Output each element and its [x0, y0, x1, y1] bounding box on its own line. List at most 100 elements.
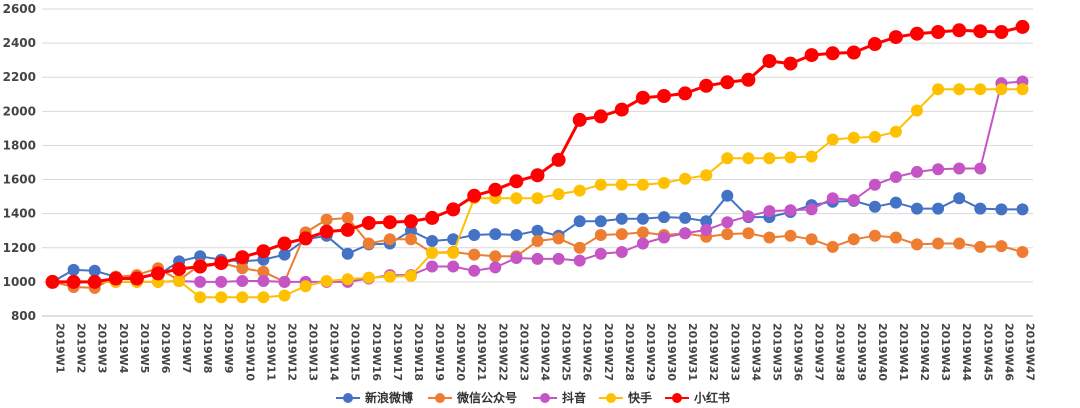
legend-swatch-marker: [343, 393, 353, 403]
data-point: [974, 202, 987, 215]
data-point: [932, 163, 945, 176]
data-point: [868, 130, 881, 143]
data-point: [763, 152, 776, 165]
data-point: [215, 291, 228, 304]
y-tick-label: 2200: [3, 70, 36, 84]
data-point: [741, 72, 756, 87]
data-point: [214, 256, 229, 271]
data-point: [447, 233, 460, 246]
data-point: [573, 215, 586, 228]
x-tick-label: 2019W32: [707, 323, 720, 381]
x-tick-label: 2019W3: [96, 323, 109, 373]
data-point: [426, 235, 439, 247]
data-point: [1016, 83, 1029, 96]
data-point: [995, 83, 1008, 96]
data-point: [173, 275, 186, 287]
x-tick-label: 2019W24: [539, 323, 552, 381]
x-tick-label: 2019W10: [243, 323, 256, 381]
data-point: [552, 232, 565, 245]
data-point: [700, 223, 713, 236]
data-point: [298, 231, 313, 246]
data-point: [510, 229, 523, 241]
data-point: [636, 212, 649, 225]
data-point: [825, 46, 840, 61]
data-point: [700, 169, 713, 182]
data-point: [783, 56, 798, 71]
x-tick-label: 2019W23: [517, 323, 530, 381]
data-point: [888, 30, 903, 45]
data-point: [889, 231, 902, 244]
data-point: [257, 275, 270, 287]
data-point: [593, 109, 608, 124]
data-point: [636, 237, 649, 250]
legend-label: 小红书: [694, 390, 730, 405]
data-point: [277, 236, 292, 251]
data-point: [657, 89, 671, 103]
x-tick-label: 2019W47: [1023, 323, 1036, 381]
data-point: [573, 254, 586, 267]
data-point: [994, 25, 1009, 39]
x-tick-label: 2019W43: [939, 323, 952, 381]
x-tick-label: 2019W1: [54, 323, 67, 373]
x-tick-label: 2019W39: [855, 323, 868, 381]
data-point: [45, 274, 60, 289]
legend-item: 快手: [599, 390, 652, 405]
legend-item: 抖音: [533, 390, 586, 405]
data-point: [299, 280, 312, 293]
data-point: [973, 24, 988, 39]
data-point: [405, 269, 417, 282]
data-point: [867, 37, 882, 51]
data-point: [87, 274, 102, 289]
data-point: [447, 260, 460, 273]
data-point: [194, 291, 207, 304]
data-point: [953, 162, 966, 175]
data-point: [320, 213, 333, 226]
x-tick-label: 2019W25: [560, 323, 573, 381]
data-point: [868, 178, 881, 191]
data-point: [784, 204, 797, 217]
data-point: [362, 237, 375, 250]
x-tick-label: 2019W13: [307, 323, 320, 381]
data-point: [405, 233, 417, 246]
data-point: [489, 261, 502, 274]
data-point: [236, 262, 249, 275]
x-tick-label: 2019W17: [391, 323, 404, 381]
data-point: [151, 266, 165, 281]
x-tick-label: 2019W20: [454, 323, 467, 381]
data-point: [1015, 19, 1030, 34]
data-point: [679, 227, 692, 240]
data-point: [679, 172, 692, 185]
data-point: [531, 224, 544, 237]
data-point: [889, 171, 902, 183]
x-tick-label: 2019W34: [749, 323, 762, 381]
data-point: [256, 244, 271, 259]
data-point: [720, 75, 735, 90]
data-point: [551, 152, 566, 167]
data-point: [931, 25, 946, 39]
data-point: [763, 231, 776, 244]
data-point: [425, 210, 440, 225]
y-axis: 800 1000 1200 1400 1600 1800 2000 2200 2400 2600: [3, 2, 36, 323]
legend-item: 小红书: [665, 390, 730, 405]
data-point: [742, 210, 755, 223]
data-point: [405, 224, 417, 237]
data-point: [447, 246, 460, 259]
data-point: [510, 192, 523, 205]
data-point: [236, 291, 249, 304]
data-point: [257, 265, 270, 278]
data-point: [194, 275, 207, 288]
data-point: [826, 133, 839, 146]
data-point: [468, 264, 481, 277]
data-point: [193, 259, 208, 274]
y-tick-label: 1000: [3, 275, 36, 289]
data-point: [615, 228, 628, 241]
data-point: [489, 228, 502, 241]
data-point: [763, 205, 776, 218]
data-point: [805, 203, 818, 216]
data-point: [129, 271, 144, 286]
data-point: [699, 78, 714, 93]
legend-item: 新浪微博: [336, 390, 413, 405]
legend-item: 微信公众号: [428, 390, 517, 405]
data-point: [952, 23, 967, 38]
data-point: [658, 177, 670, 189]
